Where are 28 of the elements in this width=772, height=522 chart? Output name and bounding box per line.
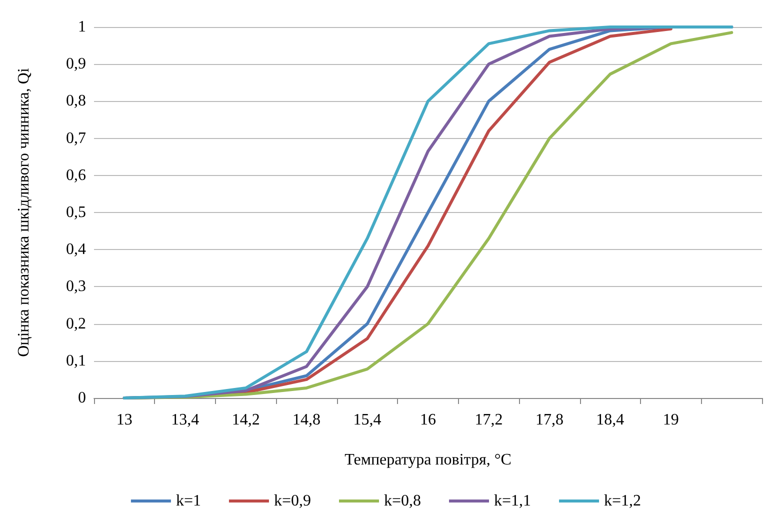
x-tick-label: 17,2 — [474, 412, 503, 428]
x-tick-label: 19 — [662, 412, 679, 428]
y-axis-title: Оцінка показника шкідливого чинника, Qi — [16, 68, 32, 357]
x-tick-label: 16 — [420, 412, 436, 428]
x-axis-title: Температура повітря, °C — [344, 452, 512, 468]
x-tick-label: 15,4 — [353, 412, 382, 428]
y-tick-label: 0,3 — [66, 278, 86, 296]
x-tick-label: 13 — [116, 412, 132, 428]
y-tick-label: 0,7 — [66, 130, 86, 147]
legend-label: k=1 — [176, 492, 201, 510]
legend-label: k=1,1 — [494, 492, 532, 510]
legend-label: k=0,8 — [384, 492, 422, 510]
x-tick-label: 17,8 — [535, 412, 564, 428]
y-tick-label: 0,4 — [66, 241, 86, 258]
y-tick-label: 0,8 — [66, 92, 86, 110]
y-tick-label: 0,5 — [66, 204, 86, 221]
y-tick-label: 1 — [78, 18, 86, 36]
y-tick-label: 0,9 — [66, 56, 86, 73]
y-tick-label: 0,6 — [66, 166, 86, 184]
y-tick-label: 0,1 — [66, 352, 86, 370]
x-tick-label: 14,2 — [232, 412, 260, 428]
x-tick-label: 13,4 — [171, 412, 200, 428]
x-tick-label: 18,4 — [596, 412, 624, 428]
legend-label: k=0,9 — [274, 492, 311, 510]
y-tick-label: 0 — [78, 390, 86, 406]
y-tick-label: 0,2 — [66, 315, 86, 332]
legend-label: k=1,2 — [604, 492, 642, 510]
x-tick-label: 14,8 — [292, 412, 321, 428]
